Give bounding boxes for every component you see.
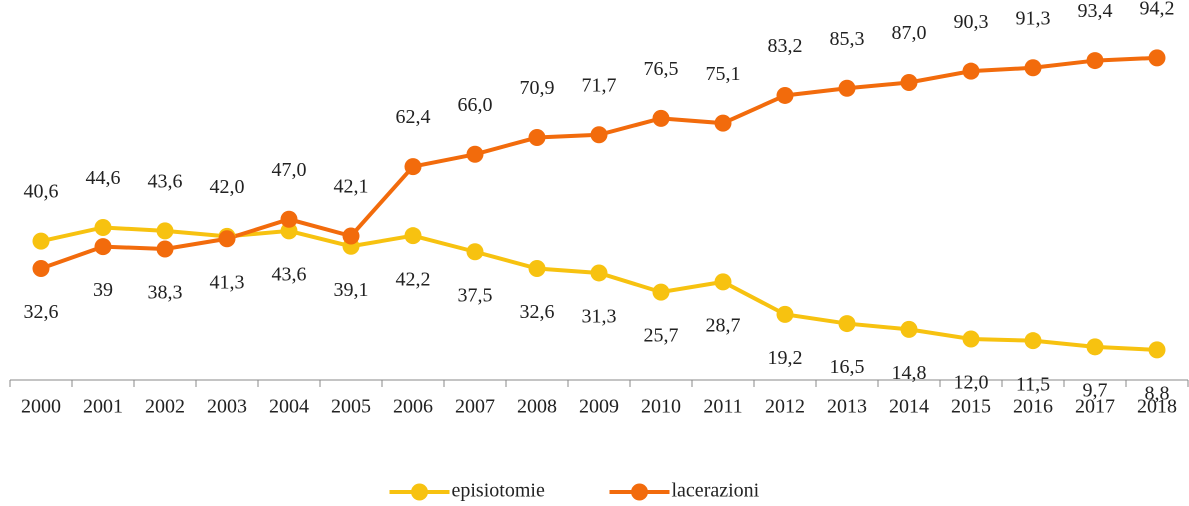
data-label: 93,4 (1078, 0, 1113, 22)
x-tick-label: 2010 (641, 396, 681, 418)
series-line (40, 225, 1158, 352)
marker (1148, 341, 1166, 359)
x-tick-label: 2007 (455, 396, 495, 418)
data-label: 42,2 (396, 268, 431, 290)
data-label: 38,3 (148, 282, 183, 304)
data-label: 91,3 (1016, 7, 1051, 29)
data-label: 39 (93, 279, 113, 301)
marker (404, 158, 422, 176)
marker (776, 86, 794, 104)
x-tick-label: 2005 (331, 396, 371, 418)
data-label: 47,0 (272, 159, 307, 181)
marker (32, 260, 50, 278)
data-label: 43,6 (148, 170, 183, 192)
data-label: 85,3 (830, 28, 865, 50)
marker (466, 243, 484, 261)
marker (1024, 332, 1042, 350)
marker (962, 62, 980, 80)
x-tick-label: 2012 (765, 396, 805, 418)
data-label: 71,7 (582, 74, 617, 96)
marker (652, 109, 670, 127)
marker (652, 283, 670, 301)
x-tick-label: 2008 (517, 396, 557, 418)
marker (838, 79, 856, 97)
x-tick-label: 2018 (1137, 396, 1177, 418)
marker (590, 264, 608, 282)
data-label: 31,3 (582, 306, 617, 328)
data-label: 42,0 (210, 176, 245, 198)
legend-label: lacerazioni (672, 480, 760, 502)
data-label: 28,7 (706, 314, 741, 336)
marker (466, 145, 484, 163)
marker (776, 305, 794, 323)
x-tick-label: 2011 (703, 396, 742, 418)
marker (1086, 52, 1104, 70)
data-label: 83,2 (768, 35, 803, 57)
marker (590, 126, 608, 144)
x-tick-label: 2004 (269, 396, 309, 418)
data-label: 32,6 (24, 301, 59, 323)
legend-label: episiotomie (452, 480, 545, 502)
data-label: 40,6 (24, 181, 59, 203)
data-label: 41,3 (210, 271, 245, 293)
data-label: 19,2 (768, 347, 803, 369)
data-label: 8,8 (1145, 382, 1170, 404)
marker (280, 210, 298, 228)
marker (94, 218, 112, 236)
marker (528, 129, 546, 147)
marker (1148, 49, 1166, 67)
x-tick-label: 2003 (207, 396, 247, 418)
x-tick-label: 2017 (1075, 396, 1115, 418)
legend-marker (411, 483, 428, 501)
marker (1086, 338, 1104, 356)
x-tick-label: 2000 (21, 396, 61, 418)
x-tick-label: 2001 (83, 396, 123, 418)
data-label: 11,5 (1016, 373, 1050, 395)
data-label: 42,1 (334, 176, 369, 198)
marker (714, 114, 732, 132)
data-label: 9,7 (1083, 379, 1108, 401)
x-tick-label: 2009 (579, 396, 619, 418)
x-tick-label: 2016 (1013, 396, 1053, 418)
data-label: 16,5 (830, 356, 865, 378)
data-label: 32,6 (520, 301, 555, 323)
marker (1024, 59, 1042, 77)
data-label: 39,1 (334, 279, 369, 301)
marker (94, 238, 112, 256)
marker (900, 320, 918, 338)
data-label: 43,6 (272, 263, 307, 285)
data-label: 87,0 (892, 22, 927, 44)
legend-marker (631, 483, 648, 501)
x-tick-label: 2014 (889, 396, 929, 418)
marker (962, 330, 980, 348)
data-label: 12,0 (954, 372, 989, 394)
data-label: 66,0 (458, 94, 493, 116)
x-tick-label: 2013 (827, 396, 867, 418)
data-label: 70,9 (520, 77, 555, 99)
marker (218, 230, 236, 248)
data-label: 25,7 (644, 325, 679, 347)
data-label: 62,4 (396, 106, 431, 128)
data-label: 37,5 (458, 284, 493, 306)
x-tick-label: 2015 (951, 396, 991, 418)
marker (342, 227, 360, 245)
data-label: 94,2 (1140, 0, 1175, 19)
data-label: 90,3 (954, 11, 989, 33)
marker (280, 222, 298, 240)
marker (32, 232, 50, 250)
marker (156, 240, 174, 258)
marker (714, 273, 732, 291)
x-tick-label: 2002 (145, 396, 185, 418)
marker (404, 227, 422, 245)
data-label: 75,1 (706, 63, 741, 85)
data-label: 14,8 (892, 362, 927, 384)
marker (900, 73, 918, 91)
marker (528, 260, 546, 278)
x-tick-label: 2006 (393, 396, 433, 418)
marker (838, 315, 856, 333)
marker (156, 222, 174, 240)
data-label: 76,5 (644, 58, 679, 80)
data-label: 44,6 (86, 167, 121, 189)
